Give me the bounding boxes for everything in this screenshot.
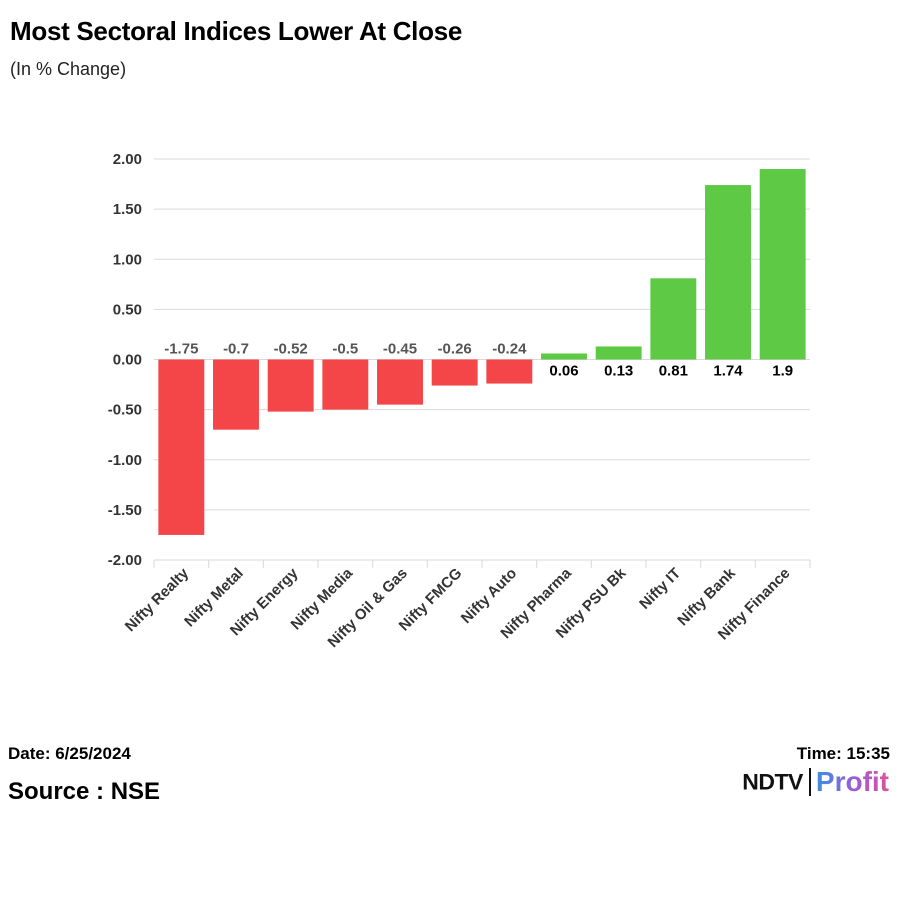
ndtv-profit-logo: NDTV Profit	[742, 766, 889, 798]
y-tick-label: -1.50	[108, 502, 142, 519]
x-category-label: Nifty IT	[636, 565, 684, 613]
bar	[486, 359, 533, 384]
y-tick-label: 2.00	[113, 151, 142, 168]
y-tick-label: -0.50	[108, 402, 142, 419]
y-tick-label: -1.00	[108, 452, 142, 469]
data-label: -0.24	[492, 341, 527, 358]
data-label: 0.13	[604, 363, 633, 380]
bar	[267, 359, 314, 412]
logo-ndtv-text: NDTV	[742, 769, 803, 794]
logo-divider	[808, 768, 811, 796]
x-category-label: Nifty Realty	[122, 564, 193, 635]
data-label: -0.26	[438, 341, 472, 358]
data-label: 1.74	[713, 363, 743, 380]
data-label: -0.5	[332, 341, 358, 358]
chart-title: Most Sectoral Indices Lower At Close	[10, 16, 463, 46]
bar	[650, 278, 697, 360]
bar	[377, 359, 423, 405]
data-label: -0.7	[223, 341, 249, 358]
source-label: Source : NSE	[8, 778, 161, 805]
data-label: -1.75	[164, 341, 198, 358]
time-label: Time: 15:35	[796, 744, 890, 763]
bar	[595, 346, 642, 360]
logo-profit-text: Profit	[815, 766, 889, 797]
y-tick-label: 0.00	[113, 352, 142, 369]
bar-chart: 2.00 1.50 1.00 0.50 0.00 -0.50 -1.00 -1.50 -2.00…	[108, 151, 811, 651]
bar	[541, 353, 587, 360]
bar	[213, 359, 259, 430]
data-label: -0.45	[383, 341, 417, 358]
date-label: Date: 6/25/2024	[8, 744, 131, 763]
bar	[322, 359, 369, 410]
data-label: 0.81	[659, 363, 688, 380]
bar	[158, 359, 205, 535]
bar	[759, 169, 806, 360]
y-tick-label: 0.50	[113, 301, 142, 318]
y-tick-label: 1.50	[113, 201, 142, 218]
bar	[431, 359, 478, 386]
data-label: 1.9	[772, 363, 793, 380]
bar	[705, 185, 751, 360]
data-label: 0.06	[549, 363, 578, 380]
y-tick-label: 1.00	[113, 251, 142, 268]
chart-subtitle: (In % Change)	[10, 59, 127, 79]
y-tick-label: -2.00	[108, 552, 142, 569]
data-label: -0.52	[274, 341, 308, 358]
